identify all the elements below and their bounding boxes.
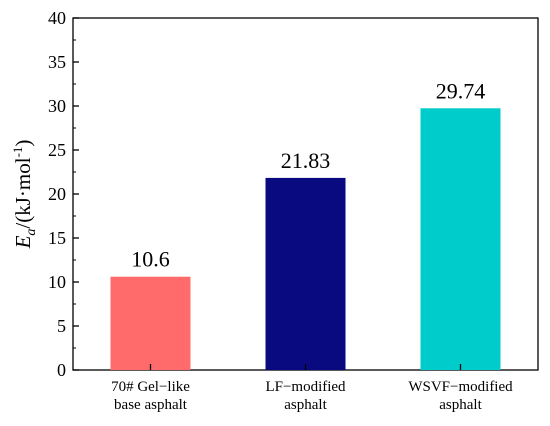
- x-category-label: LF−modified asphalt: [265, 379, 346, 413]
- y-tick-label: 10: [48, 272, 66, 292]
- y-tick-label: 15: [48, 228, 66, 248]
- data-label: 21.83: [281, 148, 331, 173]
- y-tick-label: 40: [48, 8, 66, 28]
- y-tick-label: 25: [48, 140, 66, 160]
- bars-group: [110, 108, 501, 371]
- bar: [110, 276, 191, 370]
- data-label: 10.6: [131, 247, 170, 272]
- y-tick-label: 0: [57, 360, 66, 380]
- y-axis-title-unit-end: ): [11, 140, 35, 147]
- data-labels: 10.6 21.83 29.74: [131, 78, 485, 271]
- bar: [420, 108, 501, 371]
- x-category-label: 70# Gel−like base asphalt: [111, 379, 190, 413]
- y-axis-title-symbol: E: [11, 235, 35, 249]
- y-tick-label: 30: [48, 96, 66, 116]
- y-tick-label: 20: [48, 184, 66, 204]
- y-axis-title-subscript: a: [24, 229, 39, 236]
- y-axis-title-unit: /(kJ·mol: [11, 157, 35, 228]
- x-category-label: WSVF−modified asphalt: [408, 379, 513, 413]
- y-axis-title-superscript: -1: [10, 147, 25, 158]
- y-axis-title: Ea/(kJ·mol-1): [10, 140, 39, 250]
- bar: [265, 177, 346, 370]
- data-label: 29.74: [436, 78, 486, 103]
- y-axis-ticks: 0 5 10 15 20 25 30 35 40: [48, 8, 79, 380]
- y-tick-label: 35: [48, 52, 66, 72]
- y-tick-label: 5: [57, 316, 66, 336]
- x-axis-categories: 70# Gel−like base asphalt LF−modified aspha…: [111, 364, 513, 413]
